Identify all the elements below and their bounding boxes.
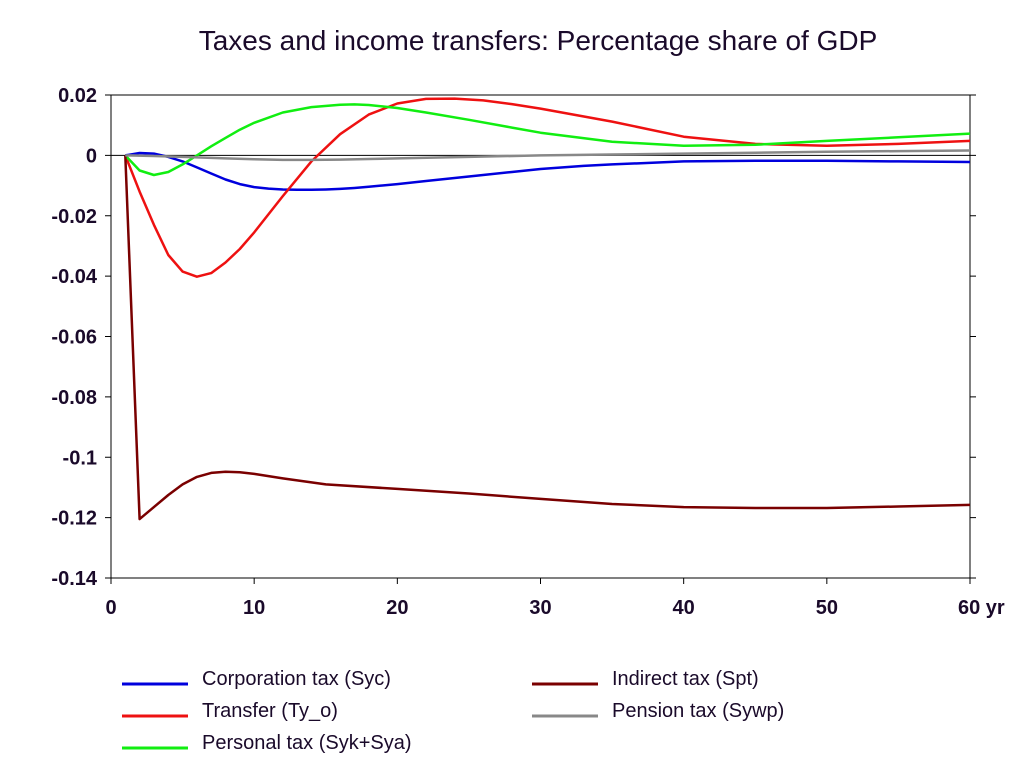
x-tick-label: 10: [243, 597, 265, 619]
y-tick-label: -0.08: [51, 387, 97, 409]
legend-label-4: Pension tax (Sywp): [612, 700, 784, 722]
x-tick-label: 20: [386, 597, 408, 619]
chart-title: Taxes and income transfers: Percentage s…: [199, 25, 878, 56]
y-tick-label: -0.12: [51, 508, 97, 530]
x-tick-label: 50: [816, 597, 838, 619]
y-tick-label: -0.14: [51, 568, 97, 590]
axes-layer: 0.02 0 -0.02 -0.04 -0.06 -0.08 -0.1 -0.12 -0.14 0…: [51, 85, 1005, 619]
plot-area: [110, 94, 971, 579]
y-tick-label: -0.1: [63, 447, 97, 469]
legend: Corporation tax (Syc) Transfer (Ty_o) Pers…: [122, 668, 784, 754]
y-tick-label: -0.06: [51, 327, 97, 349]
legend-label-1: Transfer (Ty_o): [202, 700, 338, 722]
series-line-1: [124, 97, 971, 278]
series-line-2: [124, 103, 971, 177]
y-tick-label: 0: [86, 145, 97, 167]
legend-label-0: Corporation tax (Syc): [202, 668, 391, 690]
legend-label-3: Indirect tax (Spt): [612, 668, 759, 690]
x-tick-label: 40: [673, 597, 695, 619]
series-line-4: [125, 149, 971, 162]
series-line-3: [124, 155, 971, 521]
series-line-0: [125, 151, 971, 192]
series-layer: [124, 97, 971, 521]
x-tick-label: 60 yr: [958, 597, 1005, 619]
x-tick-label: 30: [529, 597, 551, 619]
y-tick-label: 0.02: [58, 85, 97, 107]
plot-frame: [110, 94, 971, 579]
y-tick-label: -0.02: [51, 206, 97, 228]
legend-label-2: Personal tax (Syk+Sya): [202, 732, 412, 754]
y-tick-label: -0.04: [51, 266, 97, 288]
x-tick-label: 0: [105, 597, 116, 619]
